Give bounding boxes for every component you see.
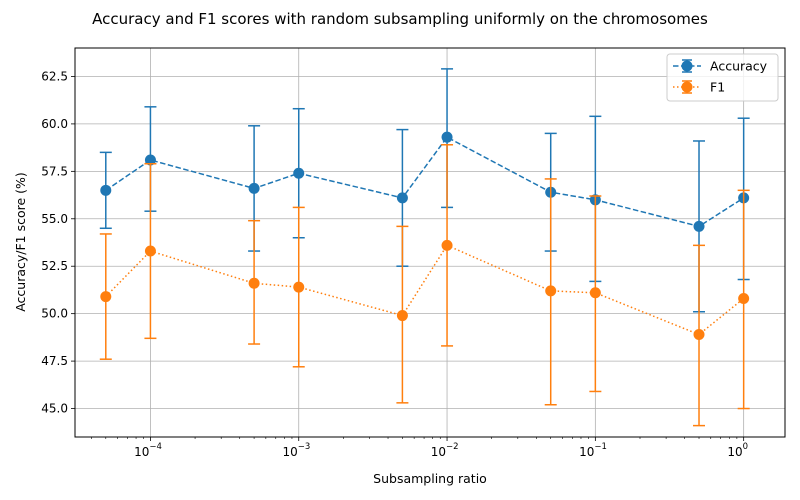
series-layer — [99, 68, 750, 427]
x-axis: 10 −4 10 −3 10 −2 10 −1 10 0 — [91, 437, 748, 459]
x-tick-label: 10 −3 — [282, 442, 310, 459]
x-tick-label-exponent: −2 — [446, 442, 459, 452]
x-tick-label: 10 −1 — [579, 442, 607, 459]
legend-marker — [681, 60, 693, 72]
data-point — [545, 285, 557, 297]
data-point — [100, 291, 112, 303]
data-point — [100, 184, 112, 196]
data-point — [293, 281, 305, 293]
x-axis-label: Subsampling ratio — [373, 471, 487, 486]
data-point — [293, 167, 305, 179]
data-point — [144, 245, 156, 257]
series-f1 — [99, 144, 750, 427]
data-point — [396, 310, 408, 322]
y-axis-label: Accuracy/F1 score (%) — [13, 172, 28, 312]
legend-box — [666, 53, 779, 102]
data-point — [693, 329, 705, 341]
data-point — [396, 192, 408, 204]
series-line — [105, 136, 745, 228]
legend: Accuracy F1 — [666, 53, 779, 102]
y-tick-label: 52.5 — [41, 259, 68, 273]
x-tick-label: 10 −2 — [431, 442, 459, 459]
x-tick-label-base: 10 — [134, 445, 149, 459]
legend-label: Accuracy — [710, 59, 768, 74]
y-tick-label: 45.0 — [41, 402, 68, 416]
x-tick-label: 10 −4 — [134, 442, 162, 459]
plot-area — [74, 47, 786, 438]
x-tick-label-base: 10 — [579, 445, 594, 459]
plot-frame — [74, 47, 786, 438]
x-tick-label-exponent: 0 — [743, 442, 748, 452]
y-tick-label: 47.5 — [41, 354, 68, 368]
y-tick-label: 55.0 — [41, 212, 68, 226]
y-tick-label: 57.5 — [41, 164, 68, 178]
data-point — [441, 239, 453, 251]
data-point — [589, 287, 601, 299]
data-point — [248, 277, 260, 289]
data-point — [441, 131, 453, 143]
legend-entry: Accuracy — [673, 59, 768, 74]
x-tick-label-base: 10 — [727, 445, 742, 459]
x-tick-label-exponent: −3 — [298, 442, 311, 452]
legend-entry: F1 — [673, 80, 725, 95]
y-tick-label: 60.0 — [41, 117, 68, 131]
legend-label: F1 — [710, 80, 725, 95]
y-axis: 45.0 47.5 50.0 52.5 55.0 57.5 60.0 62.5 — [41, 69, 75, 416]
data-point — [248, 182, 260, 194]
x-tick-label-exponent: −4 — [149, 442, 162, 452]
data-point — [693, 220, 705, 232]
y-tick-label: 62.5 — [41, 69, 68, 83]
x-tick-label: 10 0 — [727, 442, 748, 459]
x-tick-label-exponent: −1 — [594, 442, 607, 452]
x-tick-label-base: 10 — [431, 445, 446, 459]
data-point — [144, 154, 156, 166]
legend-marker — [681, 81, 693, 93]
plot-background — [75, 48, 785, 437]
x-tick-label-base: 10 — [282, 445, 297, 459]
chart-title: Accuracy and F1 scores with random subsa… — [92, 10, 708, 28]
data-point — [738, 292, 750, 304]
y-tick-label: 50.0 — [41, 307, 68, 321]
